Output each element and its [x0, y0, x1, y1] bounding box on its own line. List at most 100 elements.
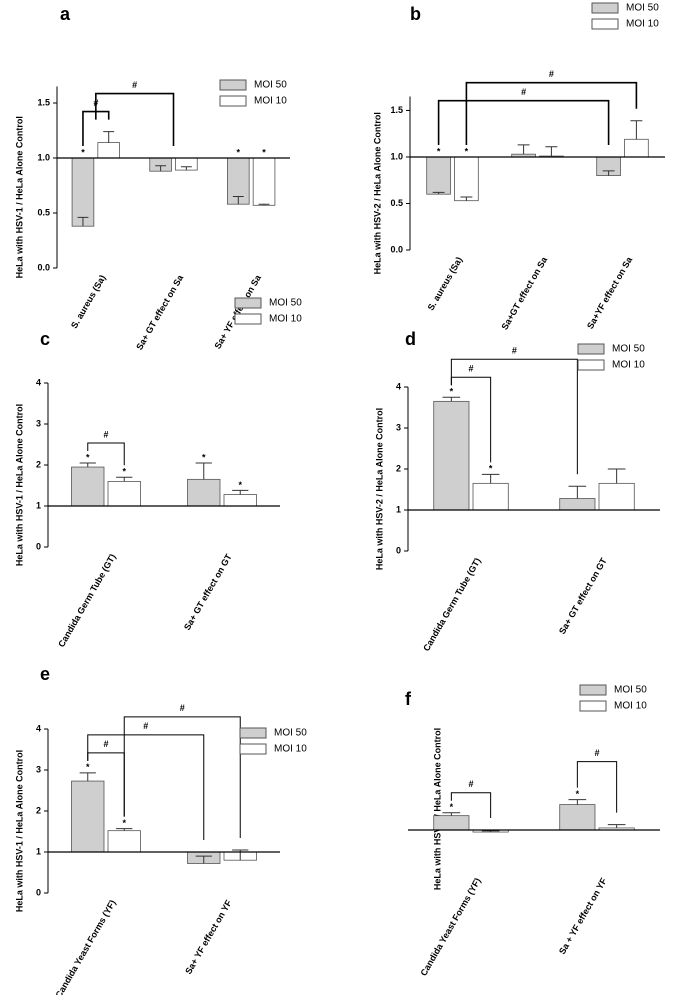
bracket [576, 761, 618, 813]
y-tick-label: 3 [36, 418, 41, 428]
bracket-label: # [468, 779, 473, 789]
x-tick-label: Sa+ YF effect on YF [183, 898, 234, 976]
error-bar [630, 120, 643, 140]
y-tick-label: 3 [36, 764, 41, 774]
bar [559, 498, 596, 511]
error-bar [79, 772, 96, 782]
x-tick-label: Sa+ GT effect on Sa [134, 272, 186, 351]
y-tick-label: 0 [36, 541, 41, 551]
legend-label: MOI 10 [274, 744, 307, 755]
bar [559, 804, 596, 831]
significance-mark: * [86, 762, 90, 772]
y-tick-label: 1.5 [390, 105, 403, 115]
panel-letter: e [40, 664, 50, 684]
error-bar [517, 144, 530, 155]
error-bar [103, 131, 115, 143]
legend-swatch [579, 700, 607, 712]
significance-mark: * [237, 147, 241, 157]
x-tick-label: Candida Germ Tube (GT) [421, 556, 483, 653]
error-bar [180, 166, 192, 171]
significance-mark: * [202, 452, 206, 462]
bracket-label: # [132, 80, 137, 90]
x-tick-label: Sa + YF effect on YF [557, 876, 609, 956]
legend-swatch [234, 297, 262, 309]
panel-letter: d [405, 329, 416, 349]
error-bar [116, 476, 133, 482]
y-tick-label: 0 [36, 887, 41, 897]
error-bar [568, 799, 587, 805]
significance-mark: * [465, 146, 469, 156]
error-bar [460, 196, 473, 201]
bar [433, 400, 470, 511]
y-tick-label: 1.5 [37, 97, 50, 107]
x-tick-label: S. aureus (Sa) [69, 273, 108, 330]
legend-label: MOI 50 [269, 298, 302, 309]
significance-mark: * [489, 464, 493, 474]
error-bar [545, 146, 558, 157]
legend-swatch [577, 343, 605, 355]
bracket [465, 81, 638, 145]
error-bar [442, 396, 461, 402]
legend-label: MOI 10 [612, 360, 645, 371]
y-tick-label: 2 [396, 463, 401, 473]
legend-label: MOI 10 [614, 701, 647, 712]
x-tick-label: Sa+ GT effect on GT [182, 552, 234, 632]
panel-letter: a [60, 4, 71, 24]
legend-swatch [577, 359, 605, 371]
error-bar [602, 170, 615, 176]
bracket [450, 358, 578, 475]
significance-mark: * [450, 387, 454, 397]
error-bar [77, 216, 89, 227]
panel-letter: c [40, 329, 50, 349]
bar [454, 156, 479, 202]
y-tick-label: 0.5 [390, 198, 403, 208]
legend-swatch [219, 95, 247, 107]
significance-mark: * [576, 789, 580, 799]
bracket-label: # [594, 748, 599, 758]
error-bar [432, 191, 445, 195]
bar [433, 815, 470, 831]
bar [624, 138, 649, 158]
y-tick-label: 4 [36, 377, 41, 387]
bracket [437, 99, 610, 145]
significance-mark: * [450, 802, 454, 812]
bar [71, 466, 105, 507]
error-bar [155, 165, 167, 172]
error-bar [195, 462, 212, 480]
error-bar [568, 485, 587, 499]
bracket [87, 734, 205, 840]
y-tick-label: 0.0 [390, 244, 403, 254]
significance-mark: * [81, 147, 85, 157]
bracket-label: # [180, 703, 185, 713]
bar [598, 482, 635, 511]
significance-mark: * [437, 146, 441, 156]
y-tick-label: 2 [36, 459, 41, 469]
x-tick-label: Candida Germ Tube (GT) [56, 552, 118, 649]
error-bar [79, 462, 96, 468]
error-bar [481, 473, 500, 484]
y-tick-label: 0 [396, 545, 401, 555]
bracket-label: # [468, 364, 473, 374]
y-axis-label: HeLa with HSV-2 / HeLa Alone Control [432, 728, 442, 890]
legend-swatch [591, 18, 619, 30]
bracket [87, 442, 125, 466]
legend-swatch [579, 684, 607, 696]
y-axis-label: HeLa with HSV-1 / HeLa Alone Control [14, 750, 24, 912]
panel-letter: b [410, 4, 421, 24]
significance-mark: * [238, 480, 242, 490]
legend-swatch [591, 2, 619, 14]
y-tick-label: 1 [396, 504, 401, 514]
y-axis-label: HeLa with HSV-1 / HeLa Alone Control [14, 404, 24, 566]
error-bar [442, 812, 461, 816]
legend-label: MOI 10 [269, 314, 302, 325]
y-tick-label: 0.5 [37, 207, 50, 217]
legend-swatch [219, 79, 247, 91]
bar [187, 478, 221, 507]
y-tick-label: 0.0 [37, 262, 50, 272]
legend-label: MOI 10 [626, 19, 659, 30]
x-tick-label: Candida Yeast Forms (YF) [53, 898, 117, 995]
error-bar [116, 828, 133, 831]
y-tick-label: 1 [36, 500, 41, 510]
significance-mark: * [86, 452, 90, 462]
